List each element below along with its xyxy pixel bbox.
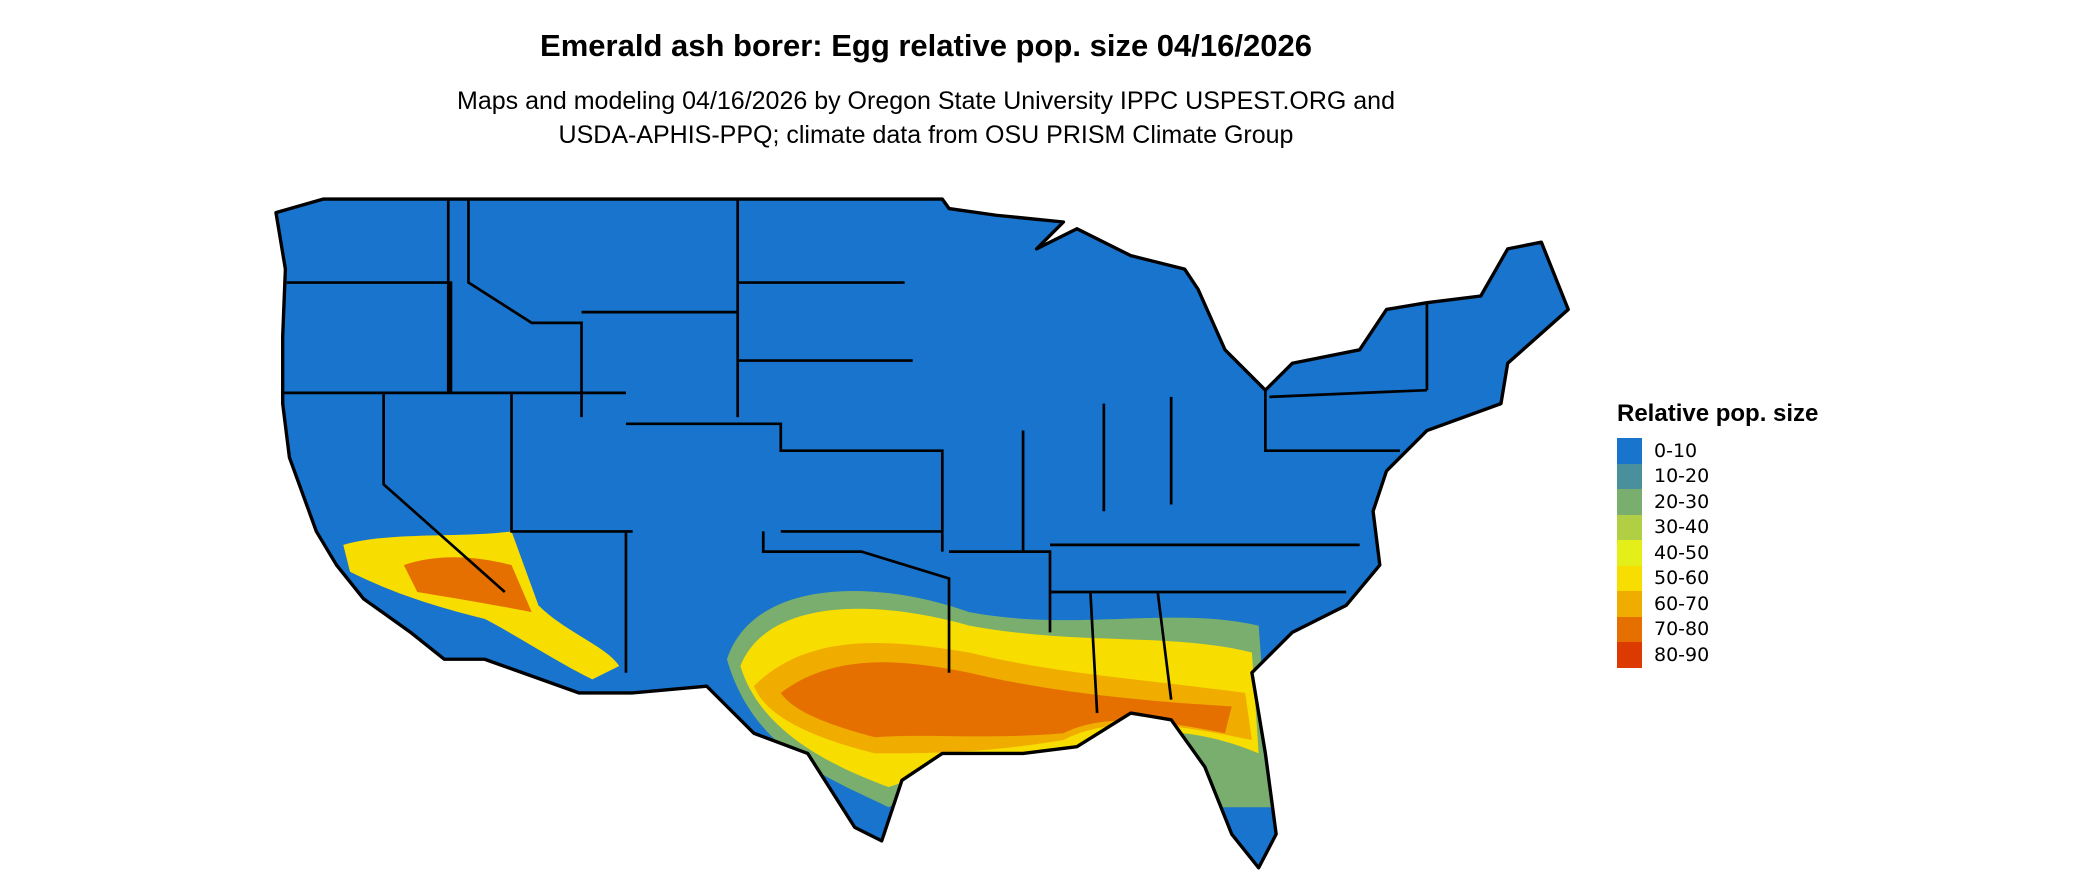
legend-swatch xyxy=(1617,438,1642,464)
legend-label: 40-50 xyxy=(1654,541,1710,564)
legend-item: 60-70 xyxy=(1617,591,1818,617)
subtitle-line-2: USDA-APHIS-PPQ; climate data from OSU PR… xyxy=(558,121,1294,149)
legend-label: 50-60 xyxy=(1654,567,1710,590)
us-outline xyxy=(274,197,1570,870)
legend-swatch xyxy=(1617,642,1642,668)
map-title: Emerald ash borer: Egg relative pop. siz… xyxy=(540,28,1312,63)
legend-item: 0-10 xyxy=(1617,438,1818,464)
subtitle-line-1: Maps and modeling 04/16/2026 by Oregon S… xyxy=(457,87,1395,115)
legend-item: 70-80 xyxy=(1617,616,1818,642)
legend-swatch xyxy=(1617,565,1642,591)
legend-item: 20-30 xyxy=(1617,489,1818,515)
legend-label: 60-70 xyxy=(1654,592,1710,615)
legend-label: 0-10 xyxy=(1654,439,1698,462)
legend: Relative pop. size 0-10 10-20 20-30 30-40 40… xyxy=(1617,400,1818,668)
legend-swatch xyxy=(1617,540,1642,566)
legend-title: Relative pop. size xyxy=(1617,400,1819,427)
legend-item: 30-40 xyxy=(1617,514,1818,540)
legend-label: 80-90 xyxy=(1654,643,1710,666)
legend-swatch xyxy=(1617,463,1642,489)
legend-label: 10-20 xyxy=(1654,465,1710,488)
legend-item: 80-90 xyxy=(1617,642,1818,668)
map-subtitle: Maps and modeling 04/16/2026 by Oregon S… xyxy=(0,84,1852,152)
legend-item: 10-20 xyxy=(1617,463,1818,489)
legend-swatch xyxy=(1617,514,1642,540)
legend-swatch xyxy=(1617,616,1642,642)
legend-label: 30-40 xyxy=(1654,516,1710,539)
legend-label: 70-80 xyxy=(1654,618,1710,641)
state-borders xyxy=(282,199,1429,714)
legend-item: 40-50 xyxy=(1617,540,1818,566)
legend-swatch xyxy=(1617,489,1642,515)
legend-swatch xyxy=(1617,591,1642,617)
legend-item: 50-60 xyxy=(1617,565,1818,591)
zone-southwest-b xyxy=(403,557,532,613)
hot-zones xyxy=(343,531,1273,808)
legend-label: 20-30 xyxy=(1654,490,1710,513)
